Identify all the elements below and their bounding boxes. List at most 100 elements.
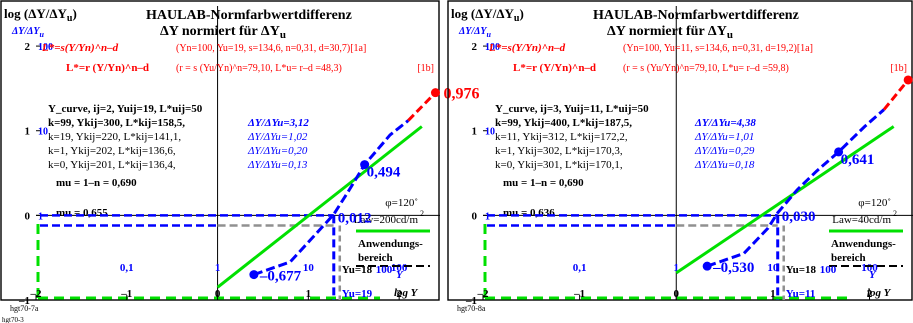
curve-heading: Y_curve, ij=3, Yuij=11, L*uij=50 (495, 103, 649, 115)
chart-frame (447, 0, 913, 301)
curve-ratio-0: ΔY/ΔYu=4,38 (694, 117, 756, 129)
formula-1a: L*=s(Y/Yn)^n–d (488, 42, 566, 54)
y-tick-label: 1 (472, 126, 478, 138)
green-fit-line (216, 125, 423, 289)
yu-label-right: 100 (820, 264, 837, 276)
mu-line-1: mu = 1–n = 0,690 (503, 177, 584, 189)
y-linear-label: 10 (485, 127, 495, 138)
x-axis-label: log Y (867, 287, 892, 299)
luminance-label: Law=200cd/m (354, 214, 419, 226)
red-dash-curve (407, 91, 437, 122)
luminance-label: Law=40cd/m (832, 214, 891, 226)
chart-subtitle: ΔY normiert für ΔYu (607, 24, 733, 41)
y-linear-label: 100 (38, 42, 53, 53)
point-top-label: 0,976 (443, 86, 479, 103)
y-linear-label: 100 (485, 42, 500, 53)
x-axis-label: log Y (394, 287, 419, 299)
y-axis-subtitle: ΔY/ΔYu (11, 26, 45, 39)
x-tick-label: 1 (306, 288, 312, 300)
x-tick-label: 1 (770, 288, 776, 300)
point-low (702, 261, 712, 271)
yu-axis-label: Yu=11 (786, 288, 816, 300)
yu-axis-label: Yu=19 (342, 288, 373, 300)
footer-label: hgt70-7a (10, 304, 39, 313)
blue-dash-curve (253, 119, 410, 277)
mu-line-2: mu = 0,655 (56, 207, 108, 219)
formula-1a-params: (Yn=100, Yu=11, s=134,6, n=0,31, d=19,2)… (623, 43, 813, 54)
formula-1b-ref: [1b] (890, 63, 907, 74)
footer-label: hgt70-8a (457, 304, 486, 313)
x-linear-label: 10 (303, 262, 315, 274)
phi-label: φ=120˚ (858, 197, 891, 209)
curve-row-1: k=11, Ykij=312, L*kij=172,2, (495, 131, 628, 143)
point-low (249, 270, 259, 280)
curve-row-0: k=99, Ykij=300, L*kij=158,5, (48, 117, 185, 129)
yu-label: Yu=18 (786, 264, 817, 276)
formula-1b-params: (r = s (Yu/Yn)^n=79,10, L*u= r–d =59,8) (623, 63, 789, 74)
point-top (430, 88, 440, 98)
point-zero-label: 0,030 (782, 209, 816, 225)
yu-label-right: 100 (376, 264, 393, 276)
x-linear-label: 1 (674, 262, 680, 274)
x-tick-label: –2 (477, 288, 490, 300)
formula-1b-params: (r = s (Yu/Yn)^n=79,10, L*u= r–d =48,3) (176, 63, 342, 74)
x-linear-label: 0,1 (573, 262, 587, 274)
curve-row-3: k=0, Ykij=201, L*kij=136,4, (48, 159, 176, 171)
x-linear-label: 1 (215, 262, 221, 274)
red-dash-curve (882, 78, 910, 111)
x-tick-label: –1 (573, 288, 585, 300)
x-tick-label: 2 (396, 288, 402, 300)
x-linear-label: 0,1 (120, 262, 134, 274)
point-mid (360, 160, 370, 170)
y-tick-label: –1 (465, 295, 477, 307)
chart-subtitle: ΔY normiert für ΔYu (160, 24, 286, 41)
anwendung-line-2: bereich (831, 252, 866, 264)
y-tick-label: 2 (472, 41, 478, 53)
curve-heading: Y_curve, ij=2, Yuij=19, L*uij=50 (48, 103, 203, 115)
anwendung-line-1: Anwendungs- (831, 238, 896, 250)
formula-1b: L*=r (Y/Yn)^n–d (513, 62, 596, 74)
curve-ratio-0: ΔY/ΔYu=3,12 (247, 117, 309, 129)
mu-line-2: mu = 0,636 (503, 207, 555, 219)
curve-ratio-2: ΔY/ΔYu=0,29 (694, 145, 755, 157)
y-tick-label: 2 (25, 41, 31, 53)
point-mid (834, 147, 844, 157)
x-tick-label: –2 (30, 288, 43, 300)
formula-1b-ref: [1b] (417, 63, 434, 74)
phi-label: φ=120˚ (385, 197, 418, 209)
anwendung-line-2: bereich (358, 252, 393, 264)
y-axis-subtitle: ΔY/ΔYu (458, 26, 492, 39)
curve-row-2: k=1, Ykij=202, L*kij=136,6, (48, 145, 176, 157)
blue-dash-curve (706, 108, 885, 268)
y-tick-label: 1 (25, 126, 31, 138)
y-axis-tag: Y (869, 269, 877, 281)
curve-row-2: k=1, Ykij=302, L*kij=170,3, (495, 145, 623, 157)
chart-frame (0, 0, 440, 301)
curve-ratio-3: ΔY/ΔYu=0,18 (694, 159, 755, 171)
y-tick-label: 0 (25, 210, 31, 222)
formula-1a: L*=s(Y/Yn)^n–d (41, 42, 119, 54)
formula-1a-params: (Yn=100, Yu=19, s=134,6, n=0,31, d=30,7)… (176, 43, 366, 54)
curve-ratio-2: ΔY/ΔYu=0,20 (247, 145, 308, 157)
mu-line-1: mu = 1–n = 0,690 (56, 177, 137, 189)
x-tick-label: –1 (120, 288, 132, 300)
luminance-exponent: 2 (420, 209, 424, 218)
x-tick-label: 0 (215, 288, 221, 300)
corner-label: hgt70-3 (2, 316, 24, 323)
chart-title: HAULAB-Normfarbwertdifferenz (146, 8, 352, 23)
point-mid-label: 0,494 (367, 165, 401, 181)
yu-label: Yu=18 (342, 264, 373, 276)
chart-title: HAULAB-Normfarbwertdifferenz (593, 8, 799, 23)
curve-row-3: k=0, Ykij=301, L*kij=170,1, (495, 159, 623, 171)
y-linear-label: 1 (38, 211, 43, 222)
curve-row-1: k=19, Ykij=220, L*kij=141,1, (48, 131, 181, 143)
point-zero-label: 0,012 (338, 210, 372, 226)
y-axis-title: log (ΔY/ΔYu) (451, 6, 524, 24)
y-tick-label: –1 (18, 295, 30, 307)
anwendung-line-1: Anwendungs- (358, 238, 423, 250)
luminance-exponent: 2 (893, 209, 897, 218)
green-fit-line (675, 125, 895, 275)
x-tick-label: 2 (867, 288, 873, 300)
